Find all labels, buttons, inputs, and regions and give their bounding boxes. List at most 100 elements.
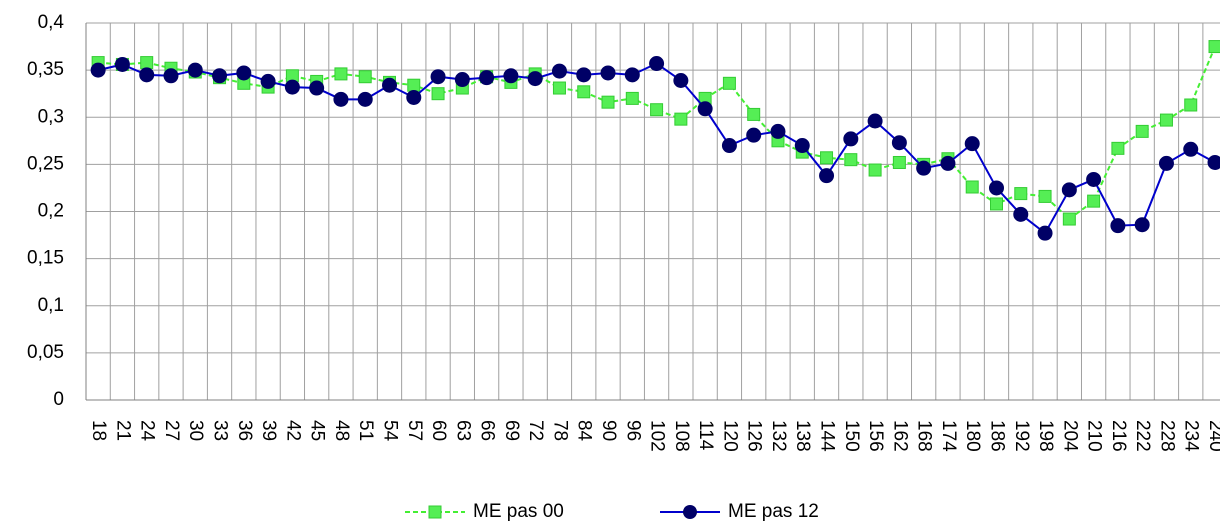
point-marker: [867, 113, 883, 129]
point-marker: [430, 69, 446, 85]
point-marker: [503, 68, 519, 84]
point-marker: [1207, 154, 1220, 170]
point-marker: [1208, 40, 1220, 54]
point-marker: [407, 78, 421, 92]
x-tick-label: 120: [719, 420, 740, 452]
point-marker: [551, 63, 567, 79]
point-marker: [479, 70, 495, 86]
y-tick-label: 0,05: [27, 342, 64, 363]
x-tick-label: 21: [112, 420, 133, 441]
point-marker: [236, 65, 252, 81]
point-marker: [187, 62, 203, 78]
x-tick-label: 24: [137, 420, 158, 442]
point-marker: [1061, 182, 1077, 198]
x-tick-label: 228: [1156, 420, 1177, 452]
point-marker: [600, 65, 616, 81]
point-marker: [868, 163, 882, 177]
x-tick-label: 63: [452, 420, 473, 441]
x-tick-label: 39: [258, 420, 279, 441]
point-marker: [358, 70, 372, 84]
point-marker: [722, 76, 736, 90]
y-tick-label: 0,4: [38, 12, 65, 33]
x-tick-label: 204: [1059, 420, 1080, 452]
point-marker: [1158, 155, 1174, 171]
y-tick-label: 0: [53, 389, 64, 410]
point-marker: [163, 68, 179, 84]
point-marker: [406, 89, 422, 105]
point-marker: [1110, 218, 1126, 234]
x-tick-label: 234: [1181, 420, 1202, 452]
point-marker: [1159, 113, 1173, 127]
point-marker: [891, 135, 907, 151]
x-tick-label: 210: [1084, 420, 1105, 452]
point-marker: [1184, 98, 1198, 112]
legend-label: ME pas 00: [473, 501, 564, 522]
x-tick-label: 174: [938, 420, 959, 452]
x-tick-label: 96: [622, 420, 643, 441]
point-marker: [1086, 171, 1102, 187]
x-tick-label: 168: [914, 420, 935, 452]
point-marker: [965, 180, 979, 194]
point-marker: [989, 180, 1004, 196]
point-marker: [334, 67, 348, 81]
point-marker: [747, 107, 761, 121]
point-marker: [309, 80, 325, 96]
legend-item: ME pas 12: [660, 501, 819, 522]
point-marker: [114, 56, 130, 72]
point-marker: [625, 91, 639, 105]
point-marker: [844, 153, 858, 167]
point-marker: [624, 67, 640, 83]
point-marker: [284, 79, 300, 95]
x-tick-label: 126: [744, 420, 765, 452]
x-tick-label: 60: [428, 420, 449, 441]
x-tick-label: 42: [282, 420, 303, 441]
point-marker: [819, 168, 835, 184]
point-marker: [990, 197, 1003, 211]
y-tick-label: 0,25: [27, 153, 64, 174]
legend-marker: [428, 505, 442, 519]
x-tick-label: 66: [477, 420, 498, 441]
x-tick-label: 216: [1108, 420, 1129, 452]
x-tick-label: 192: [1011, 420, 1032, 452]
point-marker: [1062, 212, 1076, 226]
point-marker: [1037, 225, 1053, 241]
point-marker: [576, 67, 592, 83]
y-tick-label: 0,15: [27, 248, 64, 269]
x-tick-label: 114: [695, 420, 716, 451]
x-tick-label: 222: [1132, 420, 1153, 452]
x-tick-label: 45: [307, 420, 328, 441]
point-marker: [140, 56, 154, 70]
x-tick-label: 240: [1205, 420, 1220, 452]
point-marker: [90, 62, 106, 78]
x-tick-label: 150: [841, 420, 862, 452]
point-marker: [1038, 189, 1052, 203]
point-marker: [552, 81, 566, 95]
x-tick-label: 132: [768, 420, 789, 452]
x-tick-label: 144: [817, 420, 838, 452]
point-marker: [892, 155, 906, 169]
x-tick-label: 69: [501, 420, 522, 441]
x-tick-label: 138: [792, 420, 813, 452]
point-marker: [721, 138, 737, 154]
x-tick-label: 57: [404, 420, 425, 441]
x-tick-label: 54: [379, 420, 400, 442]
x-tick-label: 48: [331, 420, 352, 441]
point-marker: [382, 77, 397, 93]
point-marker: [260, 73, 276, 89]
point-marker: [454, 72, 470, 88]
x-tick-label: 18: [88, 420, 109, 441]
x-tick-label: 78: [549, 420, 570, 441]
point-marker: [431, 87, 445, 101]
point-marker: [1087, 194, 1101, 208]
point-marker: [577, 85, 591, 99]
x-tick-label: 36: [234, 420, 255, 441]
point-marker: [1134, 217, 1150, 233]
point-marker: [746, 127, 762, 143]
point-marker: [650, 103, 664, 117]
point-marker: [964, 136, 980, 152]
y-tick-label: 0,2: [38, 201, 64, 222]
point-marker: [649, 56, 665, 72]
legend-label: ME pas 12: [728, 501, 819, 522]
point-marker: [357, 91, 373, 107]
